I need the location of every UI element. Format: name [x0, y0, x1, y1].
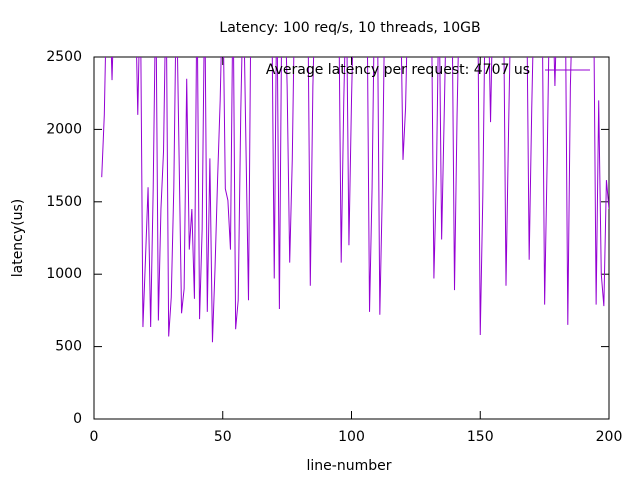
x-axis-label: line-number	[307, 458, 392, 474]
y-tick-label: 500	[55, 339, 82, 355]
y-tick-label: 2000	[46, 121, 82, 137]
y-axis-label: latency(us)	[10, 199, 26, 278]
x-tick-label: 100	[338, 429, 365, 445]
x-tick-label: 150	[467, 429, 494, 445]
x-tick-label: 0	[90, 429, 99, 445]
series-line	[101, 57, 609, 343]
legend-label: Average latency per request: 4707 us	[266, 62, 530, 78]
chart-title: Latency: 100 req/s, 10 threads, 10GB	[219, 20, 480, 36]
y-tick-label: 1500	[46, 194, 82, 210]
x-tick-label: 200	[596, 429, 623, 445]
y-tick-label: 0	[73, 411, 82, 427]
plot-area	[101, 57, 609, 343]
y-tick-label: 2500	[46, 49, 82, 65]
y-tick-label: 1000	[46, 266, 82, 282]
x-tick-label: 50	[214, 429, 232, 445]
